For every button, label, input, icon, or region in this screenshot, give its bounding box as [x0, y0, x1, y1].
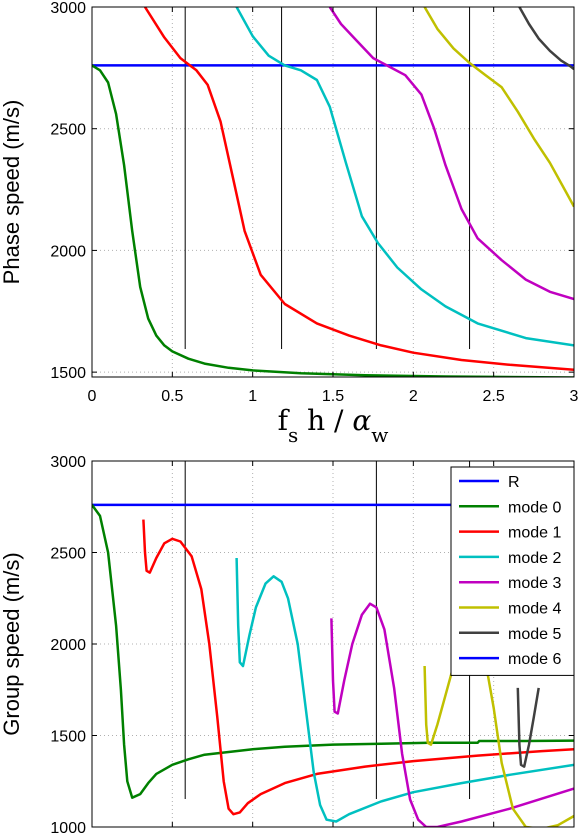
y-tick-label-4: 3000 — [50, 454, 86, 471]
x-axis-label: fs h / αw — [278, 404, 389, 447]
x-tick-label-2: 1 — [248, 388, 257, 405]
x-tick-label-5: 2.5 — [483, 388, 505, 405]
legend-label-3: mode 2 — [508, 550, 561, 567]
series-line-6 — [518, 7, 574, 71]
legend-label-0: R — [508, 474, 520, 491]
x-tick-label-3: 1.5 — [322, 388, 344, 405]
y-tick-label-1: 2000 — [50, 243, 86, 260]
y-tick-label-2: 2500 — [50, 122, 86, 139]
y-tick-label-0: 1500 — [50, 365, 86, 382]
x-tick-label-6: 3 — [570, 388, 579, 405]
y-tick-label-0: 1000 — [50, 820, 86, 836]
legend-label-1: mode 0 — [508, 499, 561, 516]
group-speed-chart: 1000 1500 2000 2500 3000 Group speed (m/s) Rmo… — [0, 454, 575, 836]
y-axis-label: Phase speed (m/s) — [0, 100, 24, 285]
series-line-1 — [92, 504, 574, 799]
series-line-5 — [423, 7, 574, 208]
x-tick-label-0: 0 — [88, 388, 97, 405]
series-line-2 — [142, 519, 574, 816]
legend-label-4: mode 3 — [508, 575, 561, 592]
series-line-6 — [516, 687, 540, 768]
series-line-4 — [330, 602, 574, 827]
series-line-2 — [143, 7, 574, 371]
x-tick-label-1: 0.5 — [161, 388, 183, 405]
series-line-4 — [328, 7, 574, 301]
y-tick-label-3: 2500 — [50, 546, 86, 563]
y-tick-label-1: 1500 — [50, 729, 86, 746]
series-line-1 — [92, 64, 574, 377]
y-tick-label-2: 2000 — [50, 637, 86, 654]
legend-label-5: mode 4 — [508, 601, 561, 618]
series-line-3 — [235, 7, 574, 347]
phase-speed-chart: 0 0.5 1 1.5 2 2.5 3 1500 2000 2500 3000 Phase speed… — [0, 0, 579, 447]
x-tick-label-4: 2 — [409, 388, 418, 405]
series-line-3 — [235, 557, 574, 823]
legend-label-2: mode 1 — [508, 525, 561, 542]
legend-label-7: mode 6 — [508, 651, 561, 668]
legend-box — [450, 466, 575, 676]
y-tick-label-3: 3000 — [50, 0, 86, 17]
y-axis-label: Group speed (m/s) — [0, 552, 24, 735]
legend-label-6: mode 5 — [508, 626, 561, 643]
